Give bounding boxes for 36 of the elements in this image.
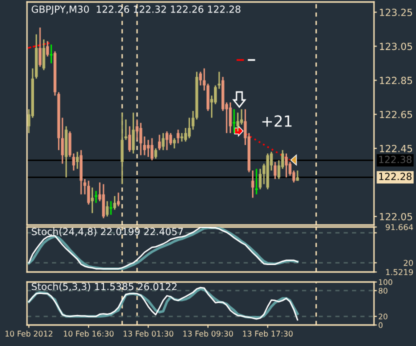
candlestick xyxy=(158,134,161,151)
chart-title: GBPJPY,M30 122.26 122.32 122.26 122.28 xyxy=(32,6,240,15)
candlestick xyxy=(132,112,135,154)
candlestick xyxy=(102,183,105,219)
candlestick xyxy=(150,137,154,162)
candlestick xyxy=(166,130,168,151)
candlestick xyxy=(46,40,49,58)
ref-line-label: 122.38 xyxy=(379,156,412,164)
y-tick-label: 123.05 xyxy=(380,42,412,50)
candlestick xyxy=(176,128,180,144)
annotation: +21 xyxy=(262,115,292,127)
candlestick xyxy=(169,132,172,146)
candlestick xyxy=(228,102,232,134)
y-tick-label: 91.664 xyxy=(386,224,413,230)
candlestick xyxy=(172,137,176,150)
candlestick xyxy=(76,151,79,170)
candlestick xyxy=(128,126,132,152)
ref-line-label: 122.28 xyxy=(379,172,412,180)
candlestick xyxy=(251,170,254,198)
chart-title: Stoch(5,3,3) 11.5385 26.0122 xyxy=(32,282,177,292)
y-tick-label: 1.5219 xyxy=(386,269,413,276)
candlestick xyxy=(146,139,150,158)
y-tick-label: 20 xyxy=(404,260,413,266)
candlestick xyxy=(154,148,158,160)
candlestick xyxy=(274,161,277,180)
y-tick-label: 122.85 xyxy=(380,76,412,84)
candlestick xyxy=(236,112,240,132)
candlestick xyxy=(87,180,90,206)
candlestick xyxy=(116,192,120,207)
y-tick-label: 122.65 xyxy=(380,110,412,118)
candlestick xyxy=(199,71,202,86)
y-tick-label: 122.45 xyxy=(380,144,412,152)
candlestick xyxy=(38,26,42,68)
chart-title: Stoch(24,4,8) 22.0199 22.4057 xyxy=(32,228,183,236)
y-tick-label: 123.25 xyxy=(380,8,412,16)
y-tick-label: 122.05 xyxy=(380,212,412,220)
